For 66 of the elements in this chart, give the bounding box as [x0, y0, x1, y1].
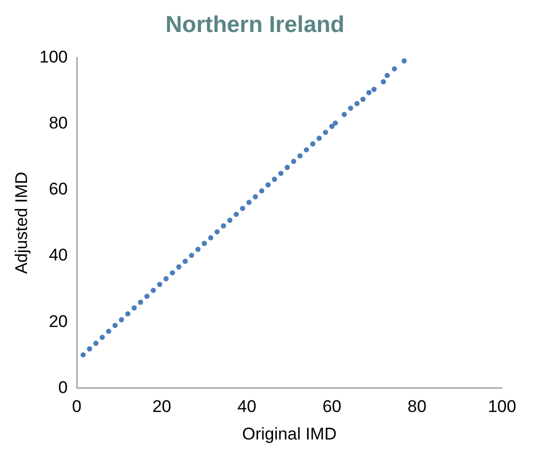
point [150, 288, 156, 293]
point [208, 235, 214, 240]
y-axis-title: Adjusted IMD [12, 172, 31, 274]
x-tick-label: 60 [322, 397, 342, 416]
point [402, 58, 407, 64]
point [80, 352, 86, 358]
point [100, 334, 105, 340]
point [278, 170, 284, 176]
point [118, 317, 124, 322]
point [332, 120, 338, 126]
point [240, 206, 246, 211]
point [188, 252, 194, 258]
point [392, 66, 398, 72]
point [220, 223, 226, 228]
x-tick-label: 80 [407, 397, 426, 416]
point [138, 300, 144, 305]
point [266, 182, 271, 188]
point [157, 282, 162, 287]
point [132, 305, 137, 310]
point [86, 346, 92, 352]
point [234, 212, 239, 217]
point [246, 200, 252, 206]
point [322, 130, 328, 135]
point [371, 86, 377, 92]
point [144, 294, 150, 299]
x-tick-label: 40 [237, 397, 256, 416]
point [310, 141, 316, 146]
y-tick-label: 40 [48, 246, 68, 265]
point [202, 240, 207, 246]
point [195, 246, 201, 252]
point [259, 188, 264, 194]
point [93, 340, 98, 346]
point [214, 229, 220, 234]
point [366, 90, 372, 96]
point [182, 258, 188, 264]
point [297, 153, 303, 158]
point [176, 264, 182, 270]
point [227, 218, 232, 223]
point [348, 106, 354, 111]
point [125, 311, 130, 316]
point [354, 100, 360, 106]
point [272, 176, 278, 182]
point [106, 328, 112, 334]
point [304, 147, 309, 152]
y-tick-label: 60 [48, 180, 68, 199]
x-axis-title: Original IMD [242, 424, 337, 444]
point [284, 164, 290, 170]
y-tick-label: 0 [58, 378, 68, 397]
point [163, 276, 169, 282]
point [112, 322, 118, 328]
y-tick-label: 20 [48, 312, 68, 331]
point [384, 72, 390, 78]
point [252, 194, 258, 200]
point [170, 270, 176, 276]
point [329, 124, 335, 129]
point [380, 79, 386, 84]
point [342, 112, 347, 118]
x-tick-label: 20 [152, 397, 172, 416]
point [360, 96, 366, 102]
point [291, 158, 296, 164]
x-tick-label: 0 [72, 397, 82, 416]
y-tick-label: 80 [48, 113, 68, 132]
point [316, 136, 322, 141]
x-tick-label: 100 [488, 397, 516, 416]
y-tick-label: 100 [39, 47, 68, 66]
chart-title: Northern Ireland [166, 11, 344, 38]
